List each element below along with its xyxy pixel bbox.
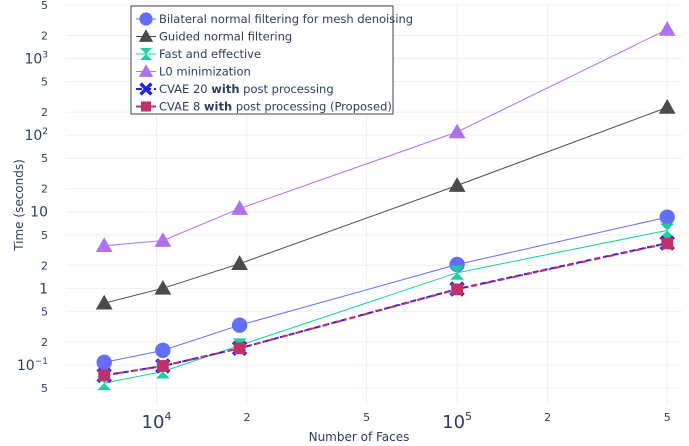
- x-tick-label: 104: [142, 410, 172, 433]
- y-tick-label: 5: [41, 76, 48, 89]
- series-1: [95, 99, 676, 310]
- legend-item: Bilateral normal filtering for mesh deno…: [136, 12, 413, 26]
- y-tick-label: 103: [24, 51, 48, 68]
- data-point: [451, 283, 463, 296]
- legend-label: CVAE 20 with post processing: [159, 82, 334, 96]
- series-layer: [95, 21, 676, 391]
- data-point: [661, 237, 674, 250]
- data-point: [95, 237, 113, 253]
- legend-label: Fast and effective: [159, 47, 261, 61]
- legend-marker: [138, 29, 154, 42]
- data-point: [98, 369, 111, 382]
- data-point: [231, 200, 248, 215]
- series-0: [96, 209, 675, 371]
- data-point: [95, 294, 113, 310]
- y-tick-label: 10: [30, 205, 48, 221]
- legend-label: Guided normal filtering: [159, 30, 292, 44]
- y-axis-title: Time (seconds): [12, 159, 26, 252]
- series-line: [104, 242, 668, 377]
- y-tick-label: 102: [24, 127, 48, 144]
- series-5: [98, 237, 674, 382]
- y-tick-label: 5: [41, 305, 48, 318]
- legend-marker: [140, 48, 152, 60]
- x-tick-label: 2: [544, 411, 551, 424]
- y-tick-label: 2: [41, 106, 48, 119]
- y-tick-label: 5: [41, 0, 48, 12]
- series-3: [95, 21, 676, 253]
- data-point: [96, 354, 112, 371]
- y-tick-label: 2: [41, 336, 48, 349]
- y-tick-label: 10−1: [17, 357, 48, 374]
- legend-item: Fast and effective: [136, 47, 261, 61]
- y-tick-label: 5: [41, 152, 48, 165]
- x-axis-title: Number of Faces: [309, 430, 410, 444]
- data-point: [448, 123, 466, 139]
- y-tick-label: 5: [41, 382, 48, 395]
- data-point: [233, 342, 246, 355]
- x-tick-label: 105: [442, 410, 472, 433]
- data-point: [659, 209, 675, 225]
- y-tick-label: 1: [39, 281, 48, 297]
- data-point: [155, 342, 171, 359]
- legend-marker: [140, 101, 152, 112]
- data-point: [154, 279, 172, 295]
- y-tick-label: 5: [41, 229, 48, 242]
- series-line: [104, 216, 668, 363]
- legend-item: CVAE 20 with post processing: [136, 82, 334, 96]
- data-point: [231, 255, 248, 270]
- legend-label: CVAE 8 with post processing (Proposed): [159, 100, 392, 114]
- data-point: [154, 232, 172, 247]
- legend-label: Bilateral normal filtering for mesh deno…: [159, 12, 413, 26]
- legend-item: CVAE 8 with post processing (Proposed): [136, 100, 392, 114]
- data-point: [660, 223, 675, 238]
- data-point: [658, 21, 676, 36]
- legend-item: L0 minimization: [136, 64, 251, 79]
- x-tick-label: 2: [243, 411, 250, 424]
- x-tick-label: 5: [363, 411, 370, 424]
- y-tick-label: 2: [41, 183, 48, 196]
- data-point: [156, 360, 169, 372]
- legend-box: [130, 5, 394, 115]
- data-point: [231, 317, 248, 333]
- legend: Bilateral normal filtering for mesh deno…: [130, 5, 413, 115]
- series-line: [104, 106, 668, 304]
- data-point: [658, 99, 676, 114]
- x-axis-ticks: 104 2 5 105 2 5: [142, 410, 671, 433]
- legend-item: Guided normal filtering: [136, 29, 292, 44]
- data-point: [450, 265, 465, 280]
- y-tick-label: 2: [41, 259, 48, 272]
- legend-marker: [139, 82, 153, 96]
- legend-marker: [139, 12, 153, 26]
- data-point: [448, 177, 466, 192]
- legend-marker: [138, 64, 154, 77]
- legend-label: L0 minimization: [159, 65, 251, 79]
- y-tick-label: 2: [41, 29, 48, 42]
- x-tick-label: 5: [664, 411, 671, 424]
